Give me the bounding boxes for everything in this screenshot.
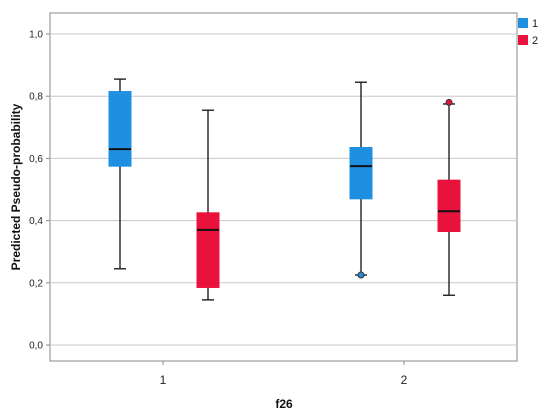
legend: 12	[518, 18, 538, 47]
y-axis-ticks: 0,0 0,2 0,4 0,6 0,8 1,0	[29, 30, 50, 352]
plot-area-frame	[49, 12, 518, 362]
iqr-box	[437, 179, 461, 232]
legend-swatch	[518, 18, 528, 28]
y-tick-label: 1,0	[29, 30, 43, 41]
y-tick-label: 0,2	[29, 278, 43, 289]
x-category-label: 1	[160, 373, 167, 387]
box-series-1-cat-2	[349, 81, 373, 279]
outlier-point	[445, 98, 453, 106]
iqr-box	[108, 91, 132, 167]
box-series-1-cat-1	[108, 78, 132, 270]
legend-label: 2	[532, 35, 538, 47]
y-axis-title: Predicted Pseudo-probability	[9, 103, 23, 270]
y-tick-label: 0,4	[29, 216, 43, 227]
legend-label: 1	[532, 18, 538, 30]
x-category-label: 2	[401, 373, 408, 387]
y-tick-label: 0,8	[29, 92, 43, 103]
box-series	[108, 78, 461, 301]
box-series-2-cat-1	[196, 109, 220, 301]
iqr-box	[196, 212, 220, 288]
legend-swatch	[518, 35, 528, 45]
iqr-box	[349, 147, 373, 200]
outlier-point	[357, 271, 365, 279]
y-tick-label: 0,0	[29, 341, 43, 352]
box-series-2-cat-2	[437, 98, 461, 296]
y-tick-label: 0,6	[29, 154, 43, 165]
x-axis-title: f26	[275, 397, 293, 411]
